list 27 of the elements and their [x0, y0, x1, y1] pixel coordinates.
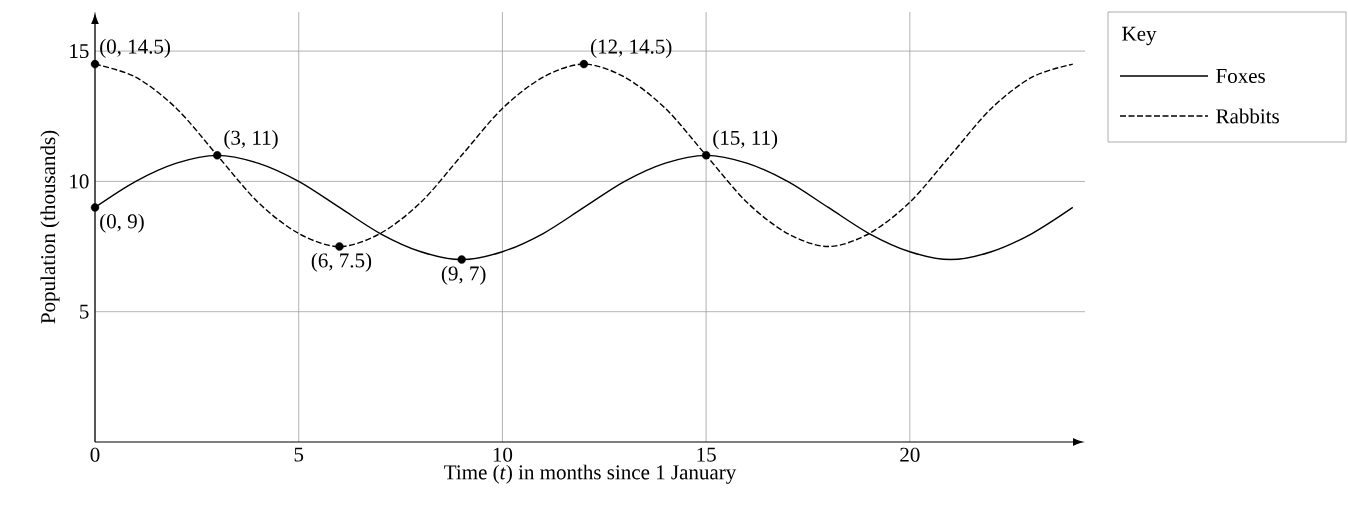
point [90, 59, 100, 69]
legend-label: Foxes [1216, 69, 1265, 83]
y-tick-label: 15 [70, 44, 89, 59]
point [90, 203, 100, 212]
point [701, 151, 711, 160]
legend-title: Key [1122, 26, 1157, 46]
y-tick-label: 10 [70, 174, 89, 189]
annotation: (6, 7.5) [311, 252, 372, 272]
y-axis-title: Population (thousands) [40, 130, 60, 324]
point [213, 151, 222, 160]
y-tick-label: 5 [80, 304, 89, 319]
x-axis-title: Time (t) in months since 1 January [444, 464, 737, 484]
point [579, 59, 589, 69]
x-tick-label: 15 [697, 447, 716, 462]
x-tick-label: 5 [294, 447, 304, 462]
annotation: (3, 11) [224, 130, 278, 150]
point [457, 255, 466, 264]
annotation: (9, 7) [441, 265, 486, 285]
annotation: (0, 14.5) [100, 38, 170, 58]
x-tick-label: 0 [90, 447, 100, 462]
annotation: (15, 11) [713, 130, 778, 150]
x-tick-label: 20 [900, 447, 920, 462]
legend-label: Rabbits [1216, 108, 1279, 124]
point [335, 242, 344, 251]
annotation: (12, 14.5) [591, 38, 672, 58]
annotation: (0, 9) [100, 213, 144, 233]
x-tick-label: 10 [493, 447, 513, 462]
